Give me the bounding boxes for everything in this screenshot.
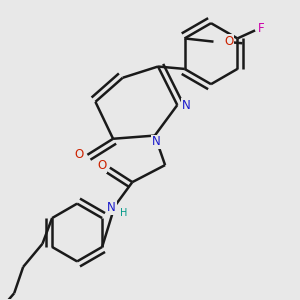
Text: N: N (107, 201, 116, 214)
Text: O: O (97, 159, 106, 172)
Text: F: F (258, 22, 265, 35)
Text: O: O (224, 35, 233, 48)
Text: N: N (182, 98, 191, 112)
Text: H: H (120, 208, 127, 218)
Text: N: N (152, 136, 161, 148)
Text: O: O (75, 148, 84, 161)
